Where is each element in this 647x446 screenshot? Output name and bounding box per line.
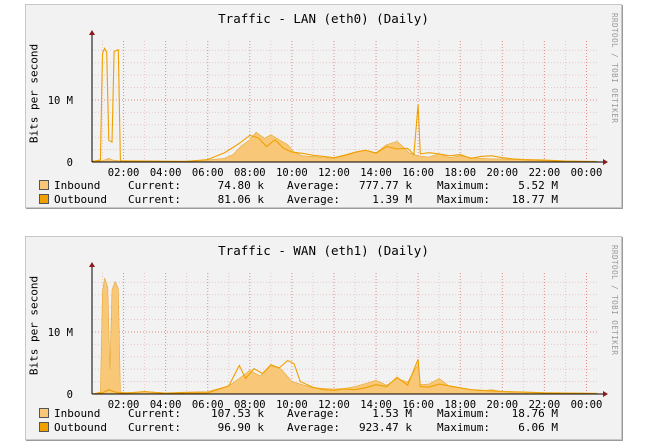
- x-tick-label: 02:00: [108, 167, 140, 179]
- maximum-label: Maximum:: [437, 193, 490, 206]
- average-label: Average:: [287, 421, 340, 434]
- rrdtool-credit: RRDTOOL / TOBI OETIKER: [610, 245, 619, 356]
- maximum-label: Maximum:: [437, 179, 490, 192]
- maximum-value: 18.76 M: [511, 407, 558, 420]
- legend-inbound: Inbound Current: 74.80 k Average: 777.77 k Ma…: [39, 179, 558, 193]
- x-tick-label: 12:00: [318, 399, 350, 411]
- x-tick-label: 18:00: [444, 167, 476, 179]
- x-tick-label: 00:00: [571, 167, 603, 179]
- x-tick-label: 08:00: [234, 399, 266, 411]
- maximum-value: 18.77 M: [511, 193, 558, 206]
- x-tick-label: 08:00: [234, 167, 266, 179]
- wan-plot-area: 0 10 M 02:00 04:00 06:00 08:00 10:00 12:00 14:00…: [48, 262, 608, 411]
- x-tick-label: 20:00: [487, 167, 519, 179]
- x-tick-label: 22:00: [529, 167, 561, 179]
- x-tick-label: 02:00: [108, 399, 140, 411]
- series-inbound-area: [91, 131, 598, 163]
- y-tick-label: 10 M: [48, 95, 73, 107]
- current-label: Current:: [128, 179, 181, 192]
- y-axis-arrow: [89, 30, 95, 35]
- legend-series-name: Outbound: [54, 421, 107, 434]
- current-value: 81.06 k: [217, 193, 264, 206]
- current-label: Current:: [128, 421, 181, 434]
- lan-traffic-panel: Traffic - LAN (eth0) (Daily) Bits per se…: [25, 4, 622, 208]
- current-label: Current:: [128, 407, 181, 420]
- series-outbound-line: [91, 359, 598, 395]
- average-label: Average:: [287, 179, 340, 192]
- maximum-label: Maximum:: [437, 421, 490, 434]
- x-tick-label: 12:00: [318, 167, 350, 179]
- x-tick-label: 16:00: [402, 167, 434, 179]
- legend-series-name: Inbound: [54, 407, 101, 420]
- x-tick-label: 18:00: [444, 399, 476, 411]
- maximum-value: 6.06 M: [518, 421, 558, 434]
- chart-title: Traffic - WAN (eth1) (Daily): [218, 243, 429, 258]
- chart-title: Traffic - LAN (eth0) (Daily): [218, 11, 429, 26]
- average-value: 1.53 M: [372, 407, 412, 420]
- outbound-swatch: [39, 422, 49, 432]
- outbound-swatch: [39, 194, 49, 204]
- legend-series-name: Inbound: [54, 179, 101, 192]
- y-tick-label: 10 M: [48, 327, 73, 339]
- x-tick-label: 20:00: [487, 399, 519, 411]
- current-value: 96.90 k: [217, 421, 264, 434]
- average-value: 1.39 M: [372, 193, 412, 206]
- legend-outbound: Outbound Current: 96.90 k Average: 923.47 k M…: [39, 421, 558, 435]
- inbound-swatch: [39, 180, 49, 190]
- x-tick-label: 14:00: [360, 167, 392, 179]
- x-tick-label: 10:00: [276, 167, 308, 179]
- current-value: 74.80 k: [217, 179, 264, 192]
- x-tick-label: 16:00: [402, 399, 434, 411]
- average-value: 777.77 k: [359, 179, 412, 192]
- average-value: 923.47 k: [359, 421, 412, 434]
- rrdtool-credit: RRDTOOL / TOBI OETIKER: [610, 13, 619, 124]
- x-axis-arrow: [603, 391, 608, 397]
- average-label: Average:: [287, 407, 340, 420]
- current-label: Current:: [128, 193, 181, 206]
- x-tick-label: 06:00: [192, 399, 224, 411]
- x-tick-label: 04:00: [150, 399, 182, 411]
- maximum-label: Maximum:: [437, 407, 490, 420]
- x-tick-label: 04:00: [150, 167, 182, 179]
- x-tick-label: 14:00: [360, 399, 392, 411]
- legend-series-name: Outbound: [54, 193, 107, 206]
- series-outbound-line: [91, 47, 598, 163]
- legend-outbound: Outbound Current: 81.06 k Average: 1.39 M Max…: [39, 193, 558, 207]
- y-tick-label: 0: [67, 389, 73, 401]
- inbound-swatch: [39, 408, 49, 418]
- wan-traffic-panel: Traffic - WAN (eth1) (Daily) Bits per se…: [25, 236, 622, 440]
- legend-inbound: Inbound Current: 107.53 k Average: 1.53 M Max…: [39, 407, 558, 421]
- maximum-value: 5.52 M: [518, 179, 558, 192]
- current-value: 107.53 k: [211, 407, 264, 420]
- lan-plot-area: 0 10 M 02:00 04:00 06:00 08:00 10:00 12:00 14:00…: [48, 30, 608, 179]
- x-tick-label: 06:00: [192, 167, 224, 179]
- y-axis-arrow: [89, 262, 95, 267]
- x-tick-label: 00:00: [571, 399, 603, 411]
- x-axis-arrow: [603, 159, 608, 165]
- x-tick-label: 22:00: [529, 399, 561, 411]
- x-tick-label: 10:00: [276, 399, 308, 411]
- series-inbound-area: [91, 277, 598, 395]
- average-label: Average:: [287, 193, 340, 206]
- y-tick-label: 0: [67, 157, 73, 169]
